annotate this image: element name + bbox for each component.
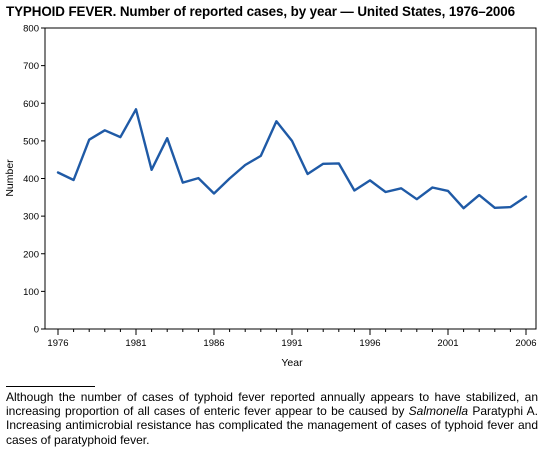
x-tick-label: 1986: [203, 338, 224, 349]
y-tick-label: 100: [23, 287, 39, 298]
x-axis-label: Year: [281, 357, 303, 369]
footnote-divider: [6, 386, 95, 387]
x-tick-label: 2006: [515, 338, 536, 349]
y-tick-label: 500: [23, 136, 39, 147]
series-line: [56, 108, 528, 210]
y-tick-label: 0: [34, 325, 39, 336]
chart-axes: 0 100 200 300 400 500 600 700 800 1976 1981 1986 199…: [23, 24, 536, 350]
footnote-text-after: Paratyphi A. Increasing antimicrobial re…: [6, 404, 538, 447]
x-tick-label: 1991: [281, 338, 302, 349]
plot-frame: [44, 27, 537, 330]
x-tick-label: 1996: [359, 338, 380, 349]
footnote: Although the number of cases of typhoid …: [6, 390, 538, 447]
x-tick-label: 1981: [125, 338, 146, 349]
plot-area: [56, 108, 528, 210]
line-chart: 0 100 200 300 400 500 600 700 800 1976 1981 1986 199…: [4, 24, 537, 370]
y-tick-label: 800: [23, 24, 39, 35]
y-axis-label: Number: [4, 159, 16, 197]
y-tick-label: 600: [23, 99, 39, 110]
x-tick-label: 2001: [437, 338, 458, 349]
footnote-italic-term: Salmonella: [408, 404, 469, 419]
x-tick-label: 1976: [47, 338, 68, 349]
footnote-text-before: Although the number of cases of typhoid …: [6, 390, 538, 419]
chart-title: TYPHOID FEVER. Number of reported cases,…: [6, 4, 515, 19]
y-tick-label: 300: [23, 212, 39, 223]
y-tick-label: 200: [23, 249, 39, 260]
y-tick-label: 400: [23, 174, 39, 185]
y-tick-label: 700: [23, 61, 39, 72]
